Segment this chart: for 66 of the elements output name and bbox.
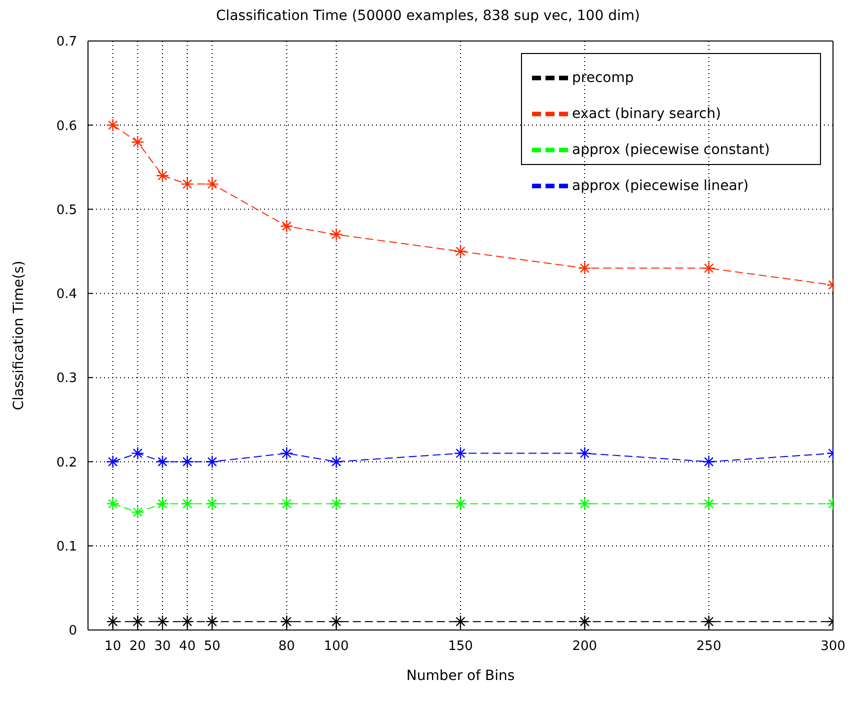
x-tick-label: 300 — [820, 639, 846, 654]
point — [578, 262, 592, 275]
x-tick-label: 40 — [179, 639, 196, 654]
point — [330, 614, 343, 628]
point — [106, 455, 120, 468]
point — [578, 497, 592, 510]
point — [454, 244, 468, 258]
chart-title: Classification Time (50000 examples, 838 sup vec, 100 dim) — [215, 8, 641, 26]
point — [330, 455, 343, 468]
x-axis-title: Number of Bins — [406, 668, 515, 684]
point — [106, 118, 120, 132]
y-tick-label: 0 — [68, 624, 77, 639]
point — [206, 614, 219, 628]
point — [280, 497, 294, 510]
legend-label: exact (binary search) — [572, 106, 722, 122]
point — [156, 169, 170, 182]
point — [280, 220, 294, 233]
point — [702, 262, 716, 275]
point — [578, 446, 592, 460]
point — [131, 135, 144, 149]
point — [280, 614, 294, 628]
point — [180, 497, 194, 510]
point — [180, 614, 194, 628]
legend-label: approx (piecewise linear) — [572, 178, 749, 194]
x-tick-label: 250 — [696, 639, 722, 654]
x-tick-label: 20 — [129, 639, 146, 654]
point — [156, 614, 170, 628]
y-tick-label: 0.2 — [56, 455, 77, 470]
point — [106, 497, 120, 510]
legend-label: approx (piecewise constant) — [572, 142, 770, 158]
point — [131, 506, 144, 519]
point — [330, 497, 343, 510]
point — [180, 455, 194, 468]
point — [206, 177, 219, 191]
x-tick-label: 100 — [324, 639, 349, 654]
point — [106, 614, 120, 628]
point — [280, 446, 294, 460]
point — [131, 446, 144, 460]
y-tick-label: 0.1 — [56, 539, 77, 554]
point — [206, 497, 219, 510]
x-tick-label: 200 — [572, 639, 598, 654]
legend-label: precomp — [572, 70, 634, 86]
x-tick-label: 50 — [204, 639, 220, 654]
point — [702, 614, 716, 628]
point — [454, 614, 468, 628]
x-tick-label: 150 — [448, 639, 473, 654]
point — [330, 228, 343, 242]
point — [454, 497, 468, 510]
x-tick-label: 10 — [104, 639, 122, 654]
point — [156, 497, 170, 510]
point — [131, 614, 144, 628]
y-tick-label: 0.3 — [56, 371, 77, 386]
point — [206, 455, 219, 468]
point — [180, 177, 194, 191]
x-tick-label: 30 — [154, 639, 171, 654]
point — [702, 497, 716, 510]
point — [702, 455, 716, 468]
point — [156, 455, 170, 468]
point — [578, 614, 592, 628]
y-tick-label: 0.6 — [56, 118, 77, 134]
y-tick-label: 0.4 — [56, 287, 77, 302]
y-tick-label: 0.5 — [56, 202, 77, 218]
y-axis-title: Classification Time(s) — [10, 260, 27, 410]
point — [454, 446, 468, 460]
y-tick-label: 0.7 — [56, 34, 77, 50]
x-tick-label: 80 — [278, 639, 295, 654]
